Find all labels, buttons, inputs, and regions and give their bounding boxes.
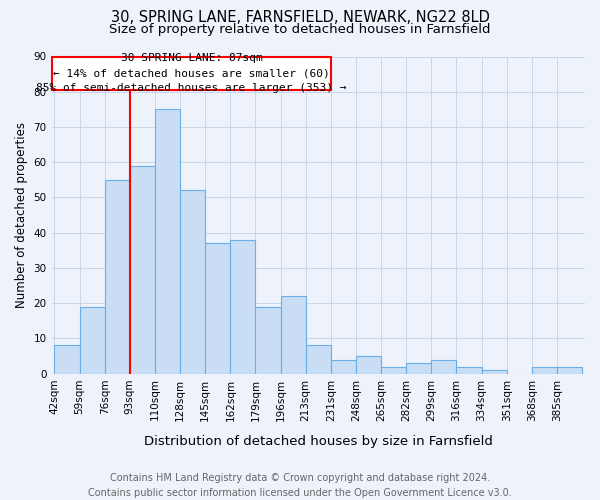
Text: 30 SPRING LANE: 87sqm
← 14% of detached houses are smaller (60)
85% of semi-deta: 30 SPRING LANE: 87sqm ← 14% of detached … xyxy=(37,54,347,93)
Bar xyxy=(55,346,80,374)
X-axis label: Distribution of detached houses by size in Farnsfield: Distribution of detached houses by size … xyxy=(144,434,493,448)
Text: Size of property relative to detached houses in Farnsfield: Size of property relative to detached ho… xyxy=(109,22,491,36)
Text: 30, SPRING LANE, FARNSFIELD, NEWARK, NG22 8LD: 30, SPRING LANE, FARNSFIELD, NEWARK, NG2… xyxy=(110,10,490,25)
Bar xyxy=(406,363,431,374)
Bar xyxy=(431,360,457,374)
Bar xyxy=(532,366,557,374)
Bar xyxy=(306,346,331,374)
Bar xyxy=(356,356,381,374)
Bar xyxy=(381,366,406,374)
Bar xyxy=(180,190,205,374)
FancyBboxPatch shape xyxy=(52,56,331,90)
Bar xyxy=(205,244,230,374)
Bar xyxy=(281,296,306,374)
Bar xyxy=(331,360,356,374)
Y-axis label: Number of detached properties: Number of detached properties xyxy=(15,122,28,308)
Bar xyxy=(230,240,256,374)
Text: Contains HM Land Registry data © Crown copyright and database right 2024.
Contai: Contains HM Land Registry data © Crown c… xyxy=(88,472,512,498)
Bar xyxy=(482,370,506,374)
Bar xyxy=(557,366,582,374)
Bar xyxy=(457,366,482,374)
Bar xyxy=(155,110,180,374)
Bar xyxy=(256,306,281,374)
Bar xyxy=(80,306,105,374)
Bar xyxy=(105,180,130,374)
Bar xyxy=(130,166,155,374)
